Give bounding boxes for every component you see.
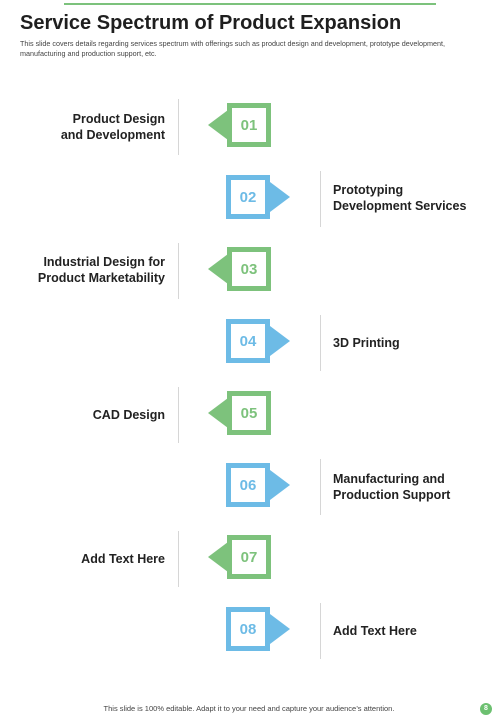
step-row-07: Add Text Here 07 [0, 531, 498, 587]
step-label-line: Industrial Design for [43, 255, 165, 269]
divider-line [320, 603, 321, 659]
step-label-line: Manufacturing and [333, 472, 445, 486]
page-number-badge: 8 [480, 703, 492, 715]
step-label-line: Prototyping [333, 183, 404, 197]
step-label-01: Product Design and Development [61, 111, 165, 143]
step-number: 05 [240, 404, 258, 422]
step-label-line: Add Text Here [333, 624, 417, 638]
step-number-box-06: 06 [226, 463, 270, 507]
step-label-08: Add Text Here [333, 623, 417, 639]
step-label-line: Product Design [72, 112, 165, 126]
step-number: 03 [240, 260, 258, 278]
step-number: 06 [239, 476, 257, 494]
step-label-06: Manufacturing and Production Support [333, 471, 450, 503]
step-number-box-03: 03 [227, 247, 271, 291]
divider-line [320, 171, 321, 227]
page-title: Service Spectrum of Product Expansion [20, 12, 402, 34]
step-number-box-07: 07 [227, 535, 271, 579]
step-number: 08 [239, 620, 257, 638]
step-number: 02 [239, 188, 257, 206]
right-arrow-icon [270, 326, 290, 356]
left-arrow-icon [208, 254, 228, 284]
right-arrow-icon [270, 182, 290, 212]
step-label-line: Add Text Here [81, 552, 165, 566]
step-number-box-02: 02 [226, 175, 270, 219]
step-row-01: Product Design and Development 01 [0, 99, 498, 155]
step-label-line: 3D Printing [333, 336, 400, 350]
step-row-08: 08 Add Text Here [0, 603, 498, 659]
step-label-line: CAD Design [92, 408, 165, 422]
step-number-box-05: 05 [227, 391, 271, 435]
step-label-line: Product Marketability [37, 271, 165, 285]
step-row-04: 04 3D Printing [0, 315, 498, 371]
right-arrow-icon [270, 614, 290, 644]
left-arrow-icon [208, 110, 228, 140]
divider-line [178, 243, 179, 299]
divider-line [178, 387, 179, 443]
divider-line [320, 315, 321, 371]
step-number-box-01: 01 [227, 103, 271, 147]
divider-line [178, 531, 179, 587]
left-arrow-icon [208, 542, 228, 572]
divider-line [178, 99, 179, 155]
step-number-box-04: 04 [226, 319, 270, 363]
step-number: 04 [239, 332, 257, 350]
right-arrow-icon [270, 470, 290, 500]
step-label-03: Industrial Design for Product Marketabil… [38, 254, 165, 286]
step-number: 07 [240, 548, 258, 566]
step-label-04: 3D Printing [333, 335, 400, 351]
footer-note: This slide is 100% editable. Adapt it to… [103, 704, 395, 713]
step-label-05: CAD Design [93, 407, 165, 423]
step-row-02: 02 Prototyping Development Services [0, 171, 498, 227]
top-accent-line [64, 3, 436, 5]
step-label-line: and Development [60, 128, 165, 142]
page-subtitle: This slide covers details regarding serv… [20, 39, 445, 58]
step-row-06: 06 Manufacturing and Production Support [0, 459, 498, 515]
step-label-line: Production Support [333, 488, 451, 502]
step-label-07: Add Text Here [81, 551, 165, 567]
left-arrow-icon [208, 398, 228, 428]
step-row-03: Industrial Design for Product Marketabil… [0, 243, 498, 299]
step-label-02: Prototyping Development Services [333, 182, 466, 214]
divider-line [320, 459, 321, 515]
step-number: 01 [240, 116, 258, 134]
step-label-line: Development Services [333, 199, 467, 213]
step-number-box-08: 08 [226, 607, 270, 651]
step-row-05: CAD Design 05 [0, 387, 498, 443]
